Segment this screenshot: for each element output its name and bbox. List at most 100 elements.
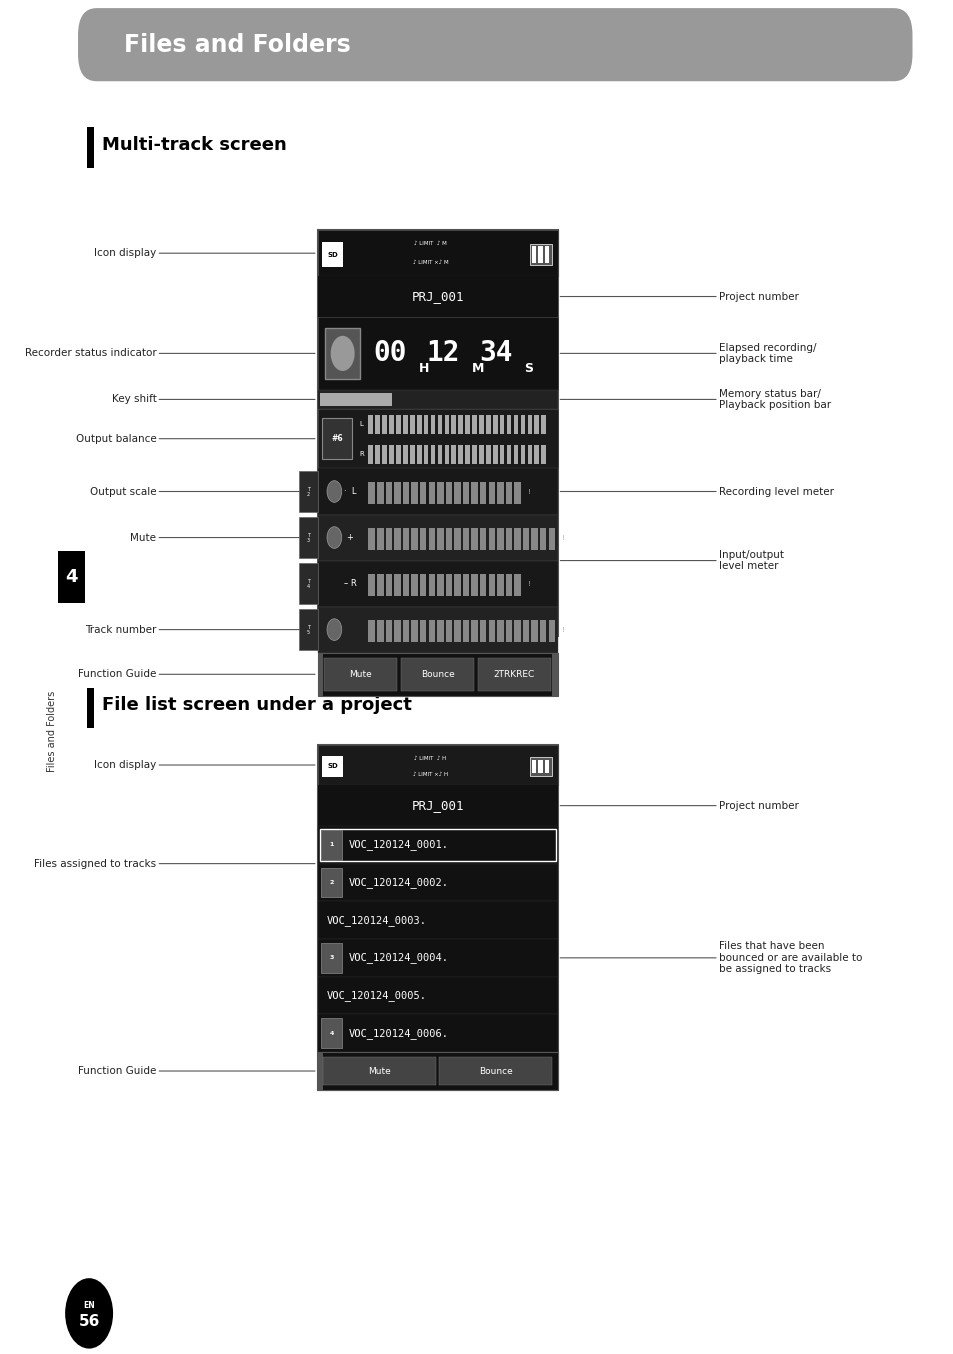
Bar [479, 574, 486, 596]
Bar [527, 444, 532, 463]
Text: !: ! [527, 489, 530, 494]
Bar [375, 414, 379, 433]
FancyBboxPatch shape [78, 8, 912, 81]
Bar [389, 444, 394, 463]
Bar [451, 414, 456, 433]
Bar [319, 393, 391, 406]
Bar [462, 620, 469, 642]
Bar [462, 482, 469, 504]
Bar [368, 414, 373, 433]
Bar [488, 574, 495, 596]
Text: SD: SD [327, 252, 337, 257]
Text: Multi-track screen: Multi-track screen [102, 135, 287, 154]
Bar [537, 760, 542, 773]
Bar [419, 574, 426, 596]
Bar [368, 574, 375, 596]
Bar [540, 444, 545, 463]
Bar [402, 482, 409, 504]
Bar [411, 528, 417, 550]
Bar [402, 620, 409, 642]
Bar [385, 482, 392, 504]
Bar [505, 574, 512, 596]
Text: H: H [418, 362, 429, 375]
Bar [529, 757, 552, 776]
Bar [317, 653, 323, 696]
Bar [505, 528, 512, 550]
Text: ♪ LIMIT  ♪ H: ♪ LIMIT ♪ H [414, 756, 446, 761]
Bar [430, 444, 435, 463]
Bar [403, 444, 407, 463]
Bar [317, 230, 557, 276]
Bar [497, 528, 503, 550]
Bar [317, 1052, 557, 1090]
Text: ♪ LIMIT ×♪ H: ♪ LIMIT ×♪ H [413, 772, 448, 777]
Bar [471, 482, 477, 504]
Bar [497, 620, 503, 642]
Bar [505, 482, 512, 504]
Text: 00: 00 [373, 340, 406, 367]
Bar [321, 942, 341, 972]
Bar [323, 1057, 436, 1085]
Text: PRJ_001: PRJ_001 [411, 799, 463, 812]
Bar [317, 902, 557, 940]
Bar [531, 246, 536, 263]
Bar [531, 528, 537, 550]
Bar [488, 620, 495, 642]
Bar [436, 482, 443, 504]
Bar [436, 620, 443, 642]
Circle shape [327, 481, 341, 502]
Bar [325, 328, 360, 379]
Bar [321, 868, 341, 898]
Text: Bounce: Bounce [420, 670, 454, 678]
Bar [368, 444, 373, 463]
Bar [451, 444, 456, 463]
Bar [479, 482, 486, 504]
Text: VOC_120124_0003.: VOC_120124_0003. [327, 915, 427, 926]
Bar [497, 482, 503, 504]
Text: Bounce: Bounce [478, 1067, 512, 1075]
Bar [428, 574, 435, 596]
Bar [488, 528, 495, 550]
Bar [317, 785, 557, 826]
Text: File list screen under a project: File list screen under a project [102, 696, 412, 715]
Bar [419, 620, 426, 642]
Bar [376, 620, 383, 642]
Bar [472, 444, 476, 463]
Bar [520, 444, 525, 463]
Bar [375, 444, 379, 463]
Text: Output balance: Output balance [75, 433, 314, 444]
Text: !: ! [527, 581, 530, 586]
Bar [402, 574, 409, 596]
Bar [317, 390, 557, 409]
Bar [445, 528, 452, 550]
Bar [534, 414, 538, 433]
Text: Function Guide: Function Guide [78, 1066, 314, 1076]
Bar [437, 444, 442, 463]
Text: Recording level meter: Recording level meter [559, 486, 833, 497]
Bar [479, 620, 486, 642]
Bar [497, 574, 503, 596]
Bar [540, 414, 545, 433]
Bar [322, 418, 352, 459]
Bar [376, 574, 383, 596]
Text: Icon display: Icon display [94, 760, 314, 770]
Text: Mute: Mute [349, 670, 372, 678]
Text: Files that have been
bounced or are available to
be assigned to tracks: Files that have been bounced or are avai… [559, 941, 862, 975]
Bar [317, 976, 557, 1014]
Bar [87, 688, 93, 728]
Bar [488, 482, 495, 504]
Text: Mute: Mute [131, 532, 314, 543]
Bar [400, 658, 474, 691]
Bar [544, 760, 549, 773]
Bar [514, 482, 520, 504]
Bar [317, 561, 557, 607]
Text: ·  L: · L [343, 487, 355, 496]
Text: PRJ_001: PRJ_001 [411, 290, 463, 303]
Bar [457, 444, 462, 463]
Text: !: ! [561, 535, 564, 540]
Bar [462, 528, 469, 550]
Bar [436, 574, 443, 596]
Bar [462, 574, 469, 596]
Text: T
3: T 3 [307, 532, 310, 543]
Bar [317, 745, 557, 785]
